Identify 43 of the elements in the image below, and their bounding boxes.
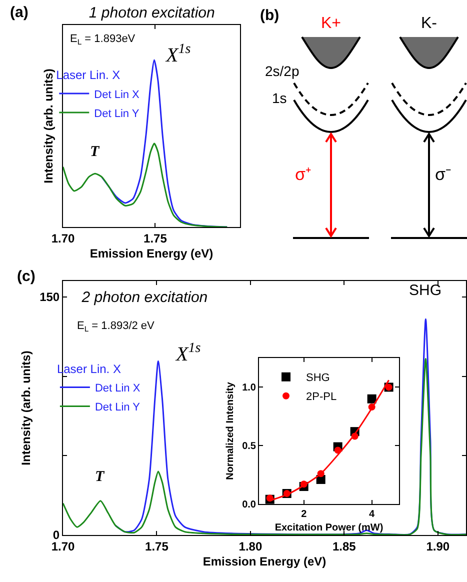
x-axis-title: Emission Energy (eV) [90,246,214,260]
legend-label: Det Lin X [94,88,140,101]
text: σ⁻ [435,165,452,184]
y-tick-label: 1.0 [242,382,256,394]
legend-label: SHG [306,372,330,384]
x-axis-title: Excitation Power (mW) [274,522,384,534]
y-tick-label: 0.5 [242,441,256,452]
text: (c) [17,268,36,285]
x-tick-label: 1.70 [51,231,75,246]
x-tick-label: 1.90 [426,539,450,554]
text: K- [421,15,437,32]
y-axis-title: Intensity (arb. units) [41,68,56,184]
annotation: X$^{1s}$ [175,341,202,366]
y-axis-title: Intensity (arb. units) [18,350,33,466]
y-tick-label: 0.0 [242,500,256,510]
x-tick-label: 1.80 [238,539,262,554]
text: K+ [320,15,342,32]
x-tick-label: 1.85 [332,539,356,554]
annotation: E$_{L}$ = 1.893/2 eV [77,320,156,334]
legend-label: 2P-PL [306,391,337,404]
text: 2 photon excitation [80,288,208,306]
text: (b) [260,7,280,24]
y-axis-title: Normalized Intensity [225,382,236,480]
annotation: T [90,144,100,160]
point [367,394,376,404]
text: E$_{L}$ = 1.893eV [70,33,136,46]
legend-label: Det Lin Y [94,108,140,120]
annotation: T [95,469,105,485]
chart-title: 1 photon excitation [88,4,215,22]
text: 1s [272,90,287,106]
x-tick-label: 2 [301,509,308,520]
legend-label: Det Lin X [94,382,141,395]
annotation: X$^{1s}$ [165,42,192,66]
x-tick-label: 1.75 [144,231,168,246]
annotation: SHG [409,282,442,299]
legend-label: Det Lin Y [94,402,141,414]
y-tick-label: 150 [40,290,60,304]
x-tick-label: 1.75 [145,539,169,554]
text: (a) [10,4,28,21]
text: σ⁺ [295,165,312,184]
x-tick-label: 4 [369,509,376,520]
x-axis-title: Emission Energy (eV) [202,554,326,568]
text: 2s/2p [265,63,300,79]
